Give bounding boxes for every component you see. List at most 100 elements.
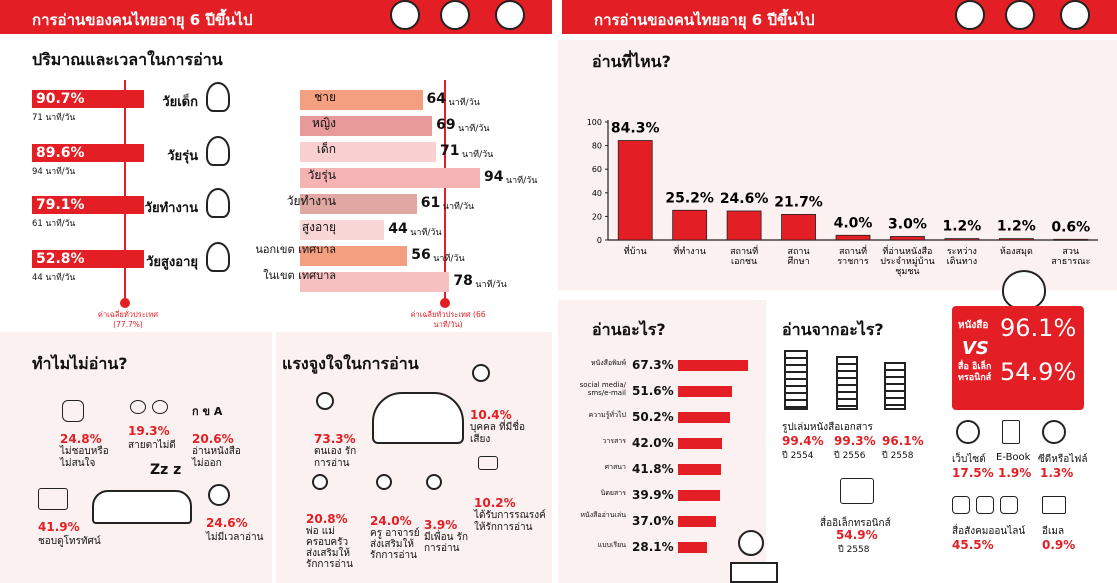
time-label: ชาย xyxy=(314,90,336,104)
motivation-panel xyxy=(276,332,552,583)
what-pct: 41.8% xyxy=(632,462,674,476)
print-pct-2554: 99.4% xyxy=(782,434,824,448)
vs-box xyxy=(952,306,1084,410)
elec-label-ebook: E-Book xyxy=(996,452,1031,463)
sleeping-person-icon xyxy=(92,490,192,524)
zzz-text: Zz z xyxy=(150,462,182,478)
what-label: หนังสืออ่านเล่น xyxy=(580,511,626,519)
time-unit: นาที/วัน xyxy=(448,98,480,108)
elec-pct-social: 45.5% xyxy=(952,538,994,552)
elec-pct-ebook: 1.9% xyxy=(998,466,1032,480)
motivation-pct-2: 10.4% xyxy=(470,408,512,422)
time-bar xyxy=(300,220,385,240)
book-stack-icon xyxy=(884,362,906,410)
time-label: วัยรุ่น xyxy=(307,168,336,182)
bar xyxy=(672,209,708,241)
header-person-icon xyxy=(390,0,420,30)
what-bar xyxy=(678,490,720,501)
elec-label-web: เว็บไซต์ xyxy=(952,454,986,465)
category-label: ชุมชน xyxy=(895,267,919,277)
what-label: นิตยสาร xyxy=(600,489,626,497)
reading-child-icon xyxy=(738,530,764,556)
bar xyxy=(944,238,980,241)
ebook-label: สื่ออิเล็กทรอนิกส์ xyxy=(820,518,891,529)
header-person-icon xyxy=(1005,0,1035,30)
glasses-icon xyxy=(130,400,170,414)
bar-value-label: 3.0% xyxy=(888,216,927,232)
bar-value-label: 4.0% xyxy=(834,215,873,231)
age-group-label: วัยรุ่น xyxy=(167,149,198,164)
print-pct-2556: 99.3% xyxy=(834,434,876,448)
where-title: อ่านที่ไหน? xyxy=(592,52,671,71)
header-person-icon xyxy=(495,0,525,30)
print-year-2554: ปี 2554 xyxy=(782,451,814,461)
alphabet-icon: ก ข A xyxy=(192,405,223,418)
category-label: ห้องสมุด xyxy=(1000,246,1033,257)
print-year-2558: ปี 2558 xyxy=(882,451,914,461)
book-stack-icon xyxy=(784,350,808,410)
print-pct-2558: 96.1% xyxy=(882,434,924,448)
y-tick-label: 80 xyxy=(592,142,602,151)
why-not-pct-4: 41.9% xyxy=(38,520,80,534)
category-label: ที่บ้าน xyxy=(624,244,647,257)
self-motivated-person-icon xyxy=(316,392,334,410)
category-label: เอกชน xyxy=(731,257,757,267)
why-not-text-3: อ่านหนังสือ ไม่ออก xyxy=(192,446,241,469)
motivation-text-4: พ่อ แม่ ครอบครัว ส่งเสริมให้ รักการอ่าน xyxy=(306,526,353,570)
what-pct: 51.6% xyxy=(632,384,674,398)
age-group-label: วัยเด็ก xyxy=(162,95,198,110)
person-icon xyxy=(206,82,230,112)
category-label: สวน xyxy=(1062,247,1079,257)
person-icon xyxy=(206,188,230,218)
time-label: ในเขต เทศบาล xyxy=(263,269,336,282)
avg-line-right xyxy=(444,80,446,304)
motivation-pct-1: 73.3% xyxy=(314,432,356,446)
what-pct: 37.0% xyxy=(632,514,674,528)
person-icon xyxy=(206,136,230,166)
category-label: ศึกษา xyxy=(787,256,809,267)
monkey-mascot-icon xyxy=(1002,270,1046,310)
age-group-pct: 52.8% xyxy=(36,251,85,267)
celebrity-icon xyxy=(472,364,490,382)
motivation-text-2: บุคคล ที่มีชื่อเสียง xyxy=(470,422,526,445)
what-label: วารสาร xyxy=(602,437,626,445)
category-label: ที่ทำงาน xyxy=(673,244,706,257)
bar-value-label: 84.3% xyxy=(611,121,660,137)
what-pct: 28.1% xyxy=(632,540,674,554)
time-unit: นาที/วัน xyxy=(442,202,475,212)
age-group-label: วัยสูงอายุ xyxy=(146,255,198,270)
what-label: แบบเรียน xyxy=(597,541,626,549)
why-not-text-5: ไม่มีเวลาอ่าน xyxy=(206,532,264,543)
bar-value-label: 21.7% xyxy=(774,194,823,210)
motivation-pct-3: 10.2% xyxy=(474,496,516,510)
vs-elec-label: สื่อ อิเล็ก ทรอนิกส์ xyxy=(958,362,992,383)
from-title: อ่านจากอะไร? xyxy=(782,320,884,339)
age-group-bar xyxy=(32,196,144,214)
age-group-bar xyxy=(32,144,144,162)
header-person-icon xyxy=(1060,0,1090,30)
teacher-icon xyxy=(376,474,392,490)
motivation-pct-6: 3.9% xyxy=(424,518,458,532)
bar-value-label: 1.2% xyxy=(997,219,1036,235)
what-bar xyxy=(678,516,717,527)
ebook-year: ปี 2558 xyxy=(838,545,870,555)
time-bar xyxy=(300,168,480,188)
why-not-text-4: ชอบดูโทรทัศน์ xyxy=(38,536,101,547)
what-pct: 42.0% xyxy=(632,436,674,450)
time-unit: นาที/วัน xyxy=(410,228,442,238)
facebook-icon xyxy=(952,496,970,514)
age-group-pct: 90.7% xyxy=(36,91,85,107)
avg-left-caption: ค่าเฉลี่ยทั่วประเทศ (77.7%) xyxy=(97,310,159,329)
y-tick-label: 0 xyxy=(597,236,602,245)
time-bar xyxy=(300,194,417,214)
what-bar xyxy=(678,360,748,371)
friends-icon xyxy=(426,474,442,490)
category-label: ประจำหมู่บ้าน xyxy=(880,256,935,267)
time-label: สูงอายุ xyxy=(301,220,336,234)
why-not-pct-5: 24.6% xyxy=(206,516,248,530)
what-label: social media/ sms/e-mail xyxy=(579,381,626,397)
motivation-pct-4: 20.8% xyxy=(306,512,348,526)
time-value: 94 xyxy=(484,169,504,185)
motivation-pct-5: 24.0% xyxy=(370,514,412,528)
megaphone-icon xyxy=(478,456,498,470)
